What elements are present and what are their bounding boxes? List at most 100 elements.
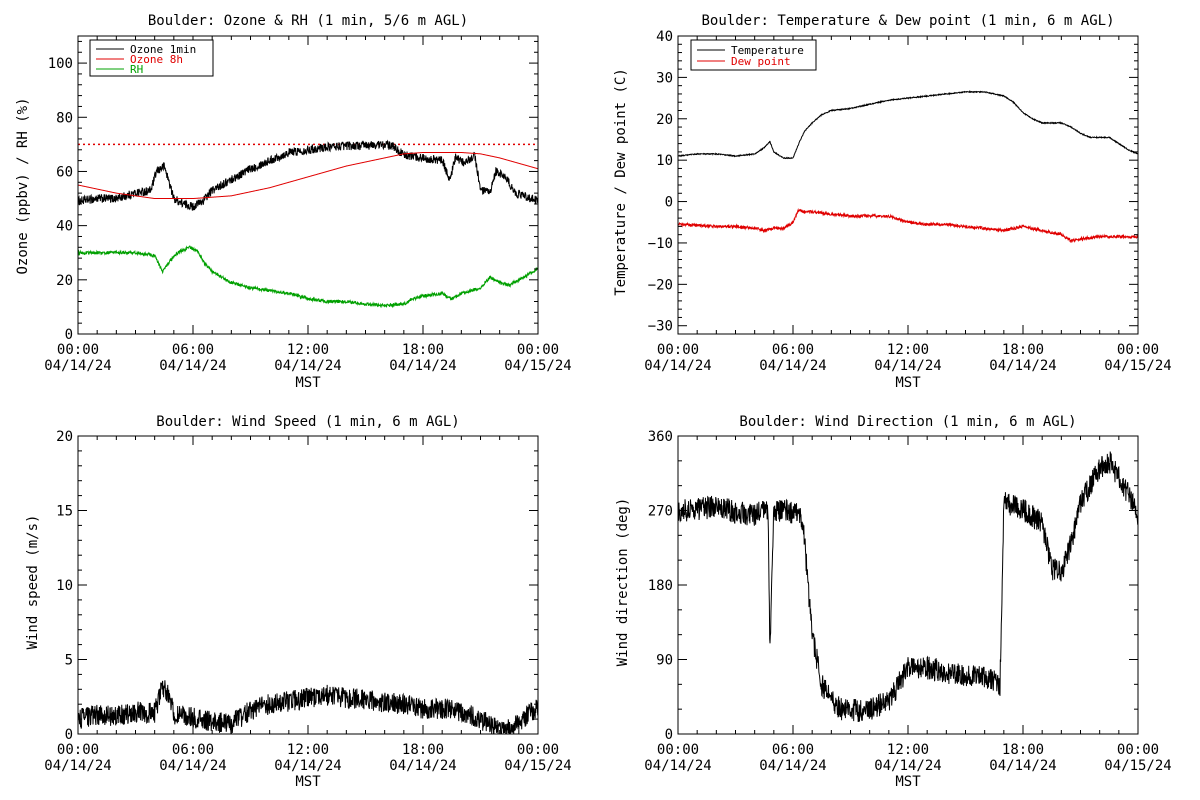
legend-label-temperature: Temperature xyxy=(731,44,804,57)
x-tick-label-time: 18:00 xyxy=(402,342,444,358)
x-tick-label-date: 04/15/24 xyxy=(504,358,571,374)
y-tick-label: 90 xyxy=(656,653,673,669)
y-tick-label: 100 xyxy=(48,56,73,72)
x-tick-label-date: 04/14/24 xyxy=(644,358,711,374)
panel-temp-dew: Boulder: Temperature & Dew point (1 min,… xyxy=(613,13,1172,391)
y-tick-label: 0 xyxy=(65,727,73,743)
x-axis-label: MST xyxy=(295,774,321,790)
x-tick-label-date: 04/15/24 xyxy=(504,758,571,774)
series-line-ozone-8h xyxy=(78,151,538,200)
y-axis-label: Ozone (ppbv) / RH (%) xyxy=(15,97,31,274)
y-tick-label: 60 xyxy=(56,164,73,180)
x-tick-label-time: 06:00 xyxy=(772,742,814,758)
x-tick-label-date: 04/14/24 xyxy=(989,358,1056,374)
y-tick-label: 0 xyxy=(665,727,673,743)
plot-area: 09018027036000:0004/14/2406:0004/14/2412… xyxy=(644,429,1171,774)
panel-title: Boulder: Temperature & Dew point (1 min,… xyxy=(701,13,1114,29)
y-tick-label: 5 xyxy=(65,653,73,669)
x-tick-label-time: 00:00 xyxy=(1117,342,1159,358)
y-tick-label: 40 xyxy=(656,29,673,45)
y-tick-label: 10 xyxy=(656,153,673,169)
y-axis-label: Wind speed (m/s) xyxy=(25,515,41,650)
y-tick-label: 10 xyxy=(56,578,73,594)
x-tick-label-date: 04/14/24 xyxy=(44,758,111,774)
series-line-trace-0 xyxy=(78,680,538,734)
plot-area: 0510152000:0004/14/2406:0004/14/2412:000… xyxy=(44,429,571,774)
x-tick-label-time: 06:00 xyxy=(772,342,814,358)
legend-box xyxy=(690,39,817,71)
y-tick-label: 270 xyxy=(648,504,673,520)
y-tick-label: −30 xyxy=(648,319,673,335)
y-tick-label: 15 xyxy=(56,504,73,520)
x-tick-label-date: 04/14/24 xyxy=(389,358,456,374)
legend-label-ozone-8h: Ozone 8h xyxy=(130,53,183,66)
x-tick-label-time: 12:00 xyxy=(287,342,329,358)
x-tick-label-date: 04/14/24 xyxy=(159,758,226,774)
series-line-trace-0 xyxy=(678,451,1138,722)
x-tick-label-date: 04/14/24 xyxy=(644,758,711,774)
x-tick-label-time: 00:00 xyxy=(1117,742,1159,758)
legend-box xyxy=(89,39,214,77)
x-tick-label-date: 04/14/24 xyxy=(389,758,456,774)
y-axis-label: Wind direction (deg) xyxy=(615,498,631,667)
y-tick-label: 30 xyxy=(656,70,673,86)
x-tick-label-date: 04/14/24 xyxy=(759,358,826,374)
x-tick-label-time: 18:00 xyxy=(1002,742,1044,758)
x-tick-label-date: 04/14/24 xyxy=(989,758,1056,774)
x-tick-label-time: 00:00 xyxy=(517,742,559,758)
y-tick-label: 20 xyxy=(56,429,73,445)
x-tick-label-time: 12:00 xyxy=(887,342,929,358)
x-tick-label-date: 04/14/24 xyxy=(274,758,341,774)
x-axis-label: MST xyxy=(295,375,321,391)
y-tick-label: −10 xyxy=(648,236,673,252)
legend: Ozone 1min Ozone 8h RH xyxy=(89,39,214,77)
y-tick-label: −20 xyxy=(648,277,673,293)
x-tick-label-time: 00:00 xyxy=(517,342,559,358)
legend-label-dew-point: Dew point xyxy=(731,55,791,68)
panel-title: Boulder: Wind Direction (1 min, 6 m AGL) xyxy=(739,414,1076,430)
x-tick-label-date: 04/14/24 xyxy=(159,358,226,374)
x-tick-label-time: 00:00 xyxy=(57,342,99,358)
y-axis-label: Temperature / Dew point (C) xyxy=(613,68,629,296)
legend-label-rh: RH xyxy=(130,63,143,76)
x-axis-label: MST xyxy=(895,774,921,790)
series-line-rh xyxy=(78,245,538,309)
y-tick-label: 20 xyxy=(56,273,73,289)
legend: Temperature Dew point xyxy=(690,39,817,71)
x-tick-label-date: 04/14/24 xyxy=(44,358,111,374)
x-tick-label-time: 00:00 xyxy=(57,742,99,758)
plot-area: −30−20−1001020304000:0004/14/2406:0004/1… xyxy=(644,29,1171,374)
x-tick-label-time: 12:00 xyxy=(887,742,929,758)
x-tick-label-time: 18:00 xyxy=(1002,342,1044,358)
y-tick-label: 0 xyxy=(665,195,673,211)
x-tick-label-date: 04/15/24 xyxy=(1104,758,1171,774)
series-line-ozone-1min xyxy=(78,139,538,211)
y-tick-label: 0 xyxy=(65,327,73,343)
series-line-dew-point xyxy=(678,207,1138,244)
y-tick-label: 360 xyxy=(648,429,673,445)
x-tick-label-time: 00:00 xyxy=(657,342,699,358)
y-tick-label: 80 xyxy=(56,110,73,126)
x-tick-label-time: 12:00 xyxy=(287,742,329,758)
plot-area: 02040608010000:0004/14/2406:0004/14/2412… xyxy=(44,35,572,374)
x-tick-label-time: 18:00 xyxy=(402,742,444,758)
x-tick-label-date: 04/14/24 xyxy=(759,758,826,774)
panel-wind-speed: Boulder: Wind Speed (1 min, 6 m AGL) Win… xyxy=(25,414,572,790)
y-tick-label: 180 xyxy=(648,578,673,594)
panel-title: Boulder: Wind Speed (1 min, 6 m AGL) xyxy=(156,414,459,430)
x-tick-label-date: 04/14/24 xyxy=(874,358,941,374)
panel-ozone-rh: Boulder: Ozone & RH (1 min, 5/6 m AGL) O… xyxy=(15,13,572,391)
x-tick-label-date: 04/14/24 xyxy=(874,758,941,774)
legend-label-ozone-1min: Ozone 1min xyxy=(130,43,196,56)
x-tick-label-time: 06:00 xyxy=(172,742,214,758)
y-tick-label: 20 xyxy=(656,112,673,128)
series-line-temperature xyxy=(678,89,1138,160)
x-tick-label-time: 00:00 xyxy=(657,742,699,758)
x-tick-label-date: 04/15/24 xyxy=(1104,358,1171,374)
panel-title: Boulder: Ozone & RH (1 min, 5/6 m AGL) xyxy=(148,13,468,29)
panel-wind-direction: Boulder: Wind Direction (1 min, 6 m AGL)… xyxy=(615,414,1172,790)
y-tick-label: 40 xyxy=(56,219,73,235)
x-axis-label: MST xyxy=(895,375,921,391)
